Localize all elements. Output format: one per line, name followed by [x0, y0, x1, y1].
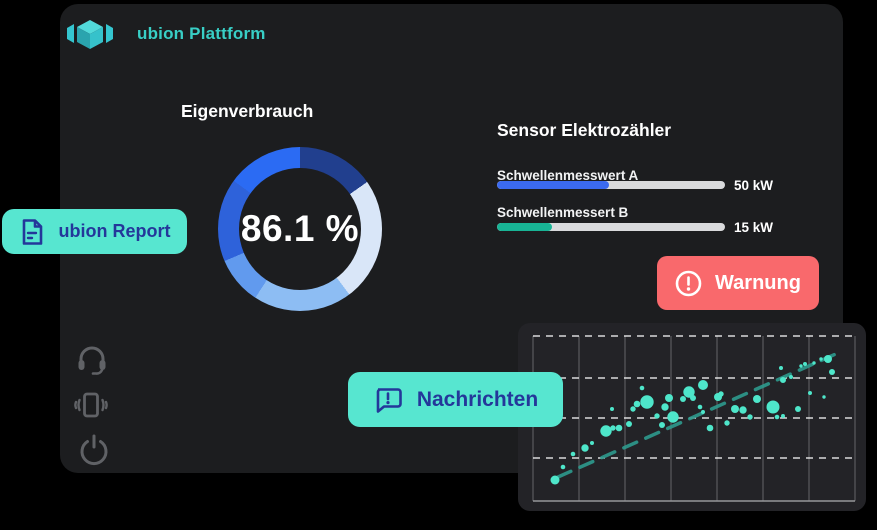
- messages-button-label: Nachrichten: [416, 387, 539, 411]
- slider-b-fill: [497, 223, 552, 231]
- report-document-icon: [22, 218, 42, 245]
- donut-chart-hole: 86.1 %: [239, 168, 361, 290]
- slider-b-track[interactable]: [497, 223, 725, 231]
- slider-b-value: 15 kW: [734, 220, 774, 235]
- slider-b-label: Schwellenmessert B: [497, 205, 629, 220]
- cube-logo-icon: [67, 20, 113, 49]
- slider-a-track[interactable]: [497, 181, 725, 189]
- headset-icon[interactable]: [74, 341, 110, 377]
- app-title: ubion Plattform: [137, 24, 266, 43]
- vibrate-icon[interactable]: [73, 388, 109, 424]
- slider-a-value: 50 kW: [734, 178, 774, 193]
- warning-icon: [675, 270, 702, 296]
- report-button[interactable]: ubion Report: [2, 209, 187, 254]
- sensor-section-title: Sensor Elektrozähler: [497, 120, 672, 140]
- donut-chart-title: Eigenverbrauch: [181, 101, 314, 121]
- donut-value-label: 86.1 %: [240, 208, 360, 249]
- warning-button[interactable]: Warnung: [657, 256, 819, 310]
- warning-button-label: Warnung: [715, 271, 801, 294]
- message-bubble-icon: [376, 387, 402, 413]
- slider-a-fill: [497, 181, 609, 189]
- messages-button[interactable]: Nachrichten: [348, 372, 563, 427]
- scatter-chart-panel: [518, 323, 866, 511]
- power-icon[interactable]: [76, 432, 112, 468]
- scatter-chart: [532, 335, 856, 502]
- report-button-label: ubion Report: [58, 221, 171, 241]
- slider-a-label: Schwellenmesswert A: [497, 168, 639, 183]
